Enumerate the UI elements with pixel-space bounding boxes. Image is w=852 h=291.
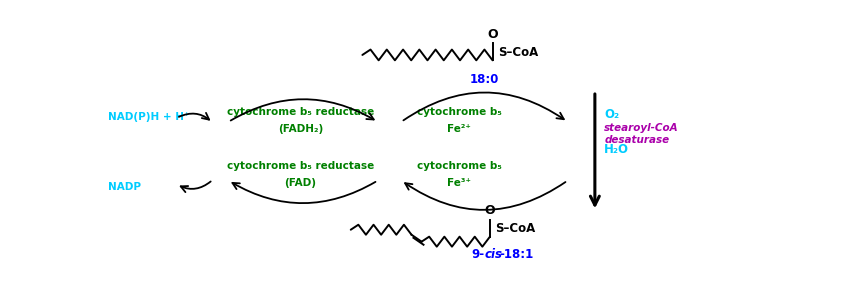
- Text: Fe³⁺: Fe³⁺: [446, 178, 470, 188]
- Text: O: O: [486, 28, 498, 41]
- Text: cytochrome b₅ reductase: cytochrome b₅ reductase: [227, 161, 373, 171]
- Text: stearoyl-CoA: stearoyl-CoA: [603, 123, 678, 133]
- Text: NADP: NADP: [108, 182, 141, 192]
- Text: cytochrome b₅ reductase: cytochrome b₅ reductase: [227, 107, 373, 117]
- Text: NAD(P)H + H⁺: NAD(P)H + H⁺: [108, 111, 189, 122]
- Text: cytochrome b₅: cytochrome b₅: [417, 161, 501, 171]
- Text: cytochrome b₅: cytochrome b₅: [417, 107, 501, 117]
- Text: (FADH₂): (FADH₂): [278, 124, 323, 134]
- Text: H₂O: H₂O: [603, 143, 629, 156]
- Text: cis: cis: [484, 248, 502, 261]
- Text: Fe²⁺: Fe²⁺: [446, 124, 470, 134]
- Text: (FAD): (FAD): [284, 178, 316, 188]
- Text: S–CoA: S–CoA: [495, 222, 535, 235]
- Text: 18:0: 18:0: [469, 73, 499, 86]
- Text: O: O: [484, 204, 495, 217]
- Text: 9-: 9-: [471, 248, 484, 261]
- Text: S–CoA: S–CoA: [498, 46, 538, 59]
- Text: -18:1: -18:1: [498, 248, 532, 261]
- Text: O₂: O₂: [603, 108, 619, 121]
- Text: desaturase: desaturase: [603, 135, 669, 145]
